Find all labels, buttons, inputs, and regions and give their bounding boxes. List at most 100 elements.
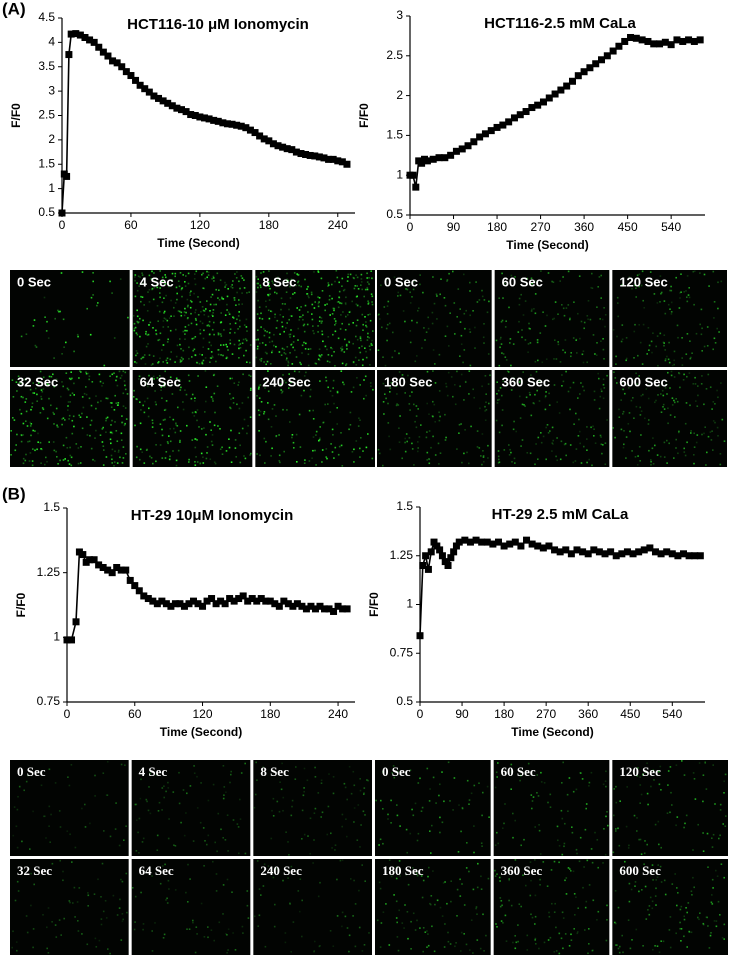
cell-spot: [547, 432, 550, 434]
data-point: [435, 154, 443, 162]
cell-spot: [389, 387, 392, 389]
cell-spot: [450, 900, 452, 903]
cell-spot: [211, 314, 213, 316]
cell-spot: [261, 342, 264, 344]
cell-spot: [165, 294, 167, 297]
cell-spot: [517, 331, 520, 333]
cell-spot: [628, 882, 631, 885]
cell-spot: [686, 946, 688, 948]
cell-spot: [98, 373, 101, 376]
cell-spot: [499, 338, 502, 340]
cell-spot: [449, 943, 452, 945]
cell-spot: [132, 315, 135, 317]
cell-spot: [250, 452, 252, 455]
cell-spot: [537, 359, 539, 362]
cell-spot: [279, 314, 282, 316]
cell-spot: [394, 350, 396, 352]
cell-spot: [67, 409, 69, 411]
cell-spot: [317, 895, 320, 898]
cell-spot: [105, 917, 108, 919]
cell-spot: [301, 352, 303, 354]
image-label: 0 Sec: [17, 764, 46, 779]
data-point: [506, 540, 514, 548]
cell-spot: [210, 351, 213, 353]
cell-spot: [138, 321, 140, 323]
cell-spot: [592, 949, 594, 952]
cell-spot: [29, 452, 32, 454]
cell-spot: [20, 434, 23, 437]
cell-spot: [146, 800, 148, 803]
cell-spot: [232, 316, 234, 318]
cell-spot: [543, 941, 546, 944]
cell-spot: [378, 844, 380, 846]
cell-spot: [152, 375, 155, 378]
cell-spot: [540, 279, 542, 282]
cell-spot: [275, 435, 277, 438]
cell-spot: [682, 379, 685, 381]
cell-spot: [287, 360, 289, 363]
cell-spot: [326, 360, 329, 363]
cell-spot: [139, 276, 141, 278]
cell-spot: [510, 389, 513, 391]
cell-spot: [213, 373, 216, 376]
cell-spot: [292, 921, 295, 923]
cell-spot: [534, 312, 537, 315]
cell-spot: [162, 326, 165, 328]
cell-spot: [409, 832, 412, 835]
x-tick-label: 0: [59, 218, 66, 232]
data-point: [90, 38, 98, 46]
cell-spot: [263, 437, 266, 440]
cell-spot: [145, 449, 148, 451]
cell-spot: [363, 379, 365, 381]
cell-spot: [355, 274, 357, 276]
data-point: [325, 605, 333, 613]
cell-spot: [502, 922, 504, 924]
cell-spot: [165, 359, 168, 362]
data-point: [493, 123, 501, 131]
cell-spot: [382, 911, 385, 913]
cell-spot: [239, 343, 242, 345]
cell-spot: [232, 280, 234, 283]
cell-spot: [247, 396, 249, 399]
cell-spot: [408, 437, 411, 439]
cell-spot: [291, 805, 293, 808]
cell-spot: [510, 364, 512, 367]
cell-spot: [625, 357, 628, 360]
cell-spot: [362, 358, 364, 361]
cell-spot: [179, 439, 181, 442]
x-tick-label: 450: [620, 707, 640, 721]
cell-spot: [263, 361, 265, 363]
cell-spot: [678, 307, 681, 309]
cell-spot: [536, 774, 538, 776]
cell-spot: [583, 327, 585, 330]
cell-spot: [53, 423, 55, 425]
y-tick-label: 1.5: [38, 156, 55, 170]
cell-spot: [686, 911, 688, 914]
data-point: [452, 147, 460, 155]
cell-spot: [236, 291, 238, 294]
cell-spot: [648, 419, 650, 421]
cell-spot: [533, 402, 535, 405]
cell-spot: [194, 461, 196, 463]
cell-spot: [260, 326, 262, 328]
cell-spot: [673, 399, 675, 402]
cell-spot: [293, 292, 296, 294]
cell-spot: [634, 885, 636, 887]
cell-spot: [16, 949, 18, 952]
cell-spot: [713, 301, 716, 303]
data-point: [563, 82, 571, 90]
cell-spot: [226, 934, 228, 936]
cell-spot: [432, 776, 435, 779]
cell-spot: [659, 301, 661, 303]
cell-spot: [360, 437, 362, 439]
chart-title: HT-29 10μM Ionomycin: [131, 507, 294, 524]
cell-spot: [211, 398, 214, 400]
cell-spot: [500, 920, 503, 922]
cell-spot: [552, 281, 555, 283]
cell-spot: [461, 807, 464, 810]
cell-spot: [189, 785, 192, 787]
cell-spot: [670, 311, 673, 313]
cell-spot: [319, 426, 321, 428]
cell-spot: [336, 391, 339, 394]
cell-spot: [379, 946, 382, 948]
